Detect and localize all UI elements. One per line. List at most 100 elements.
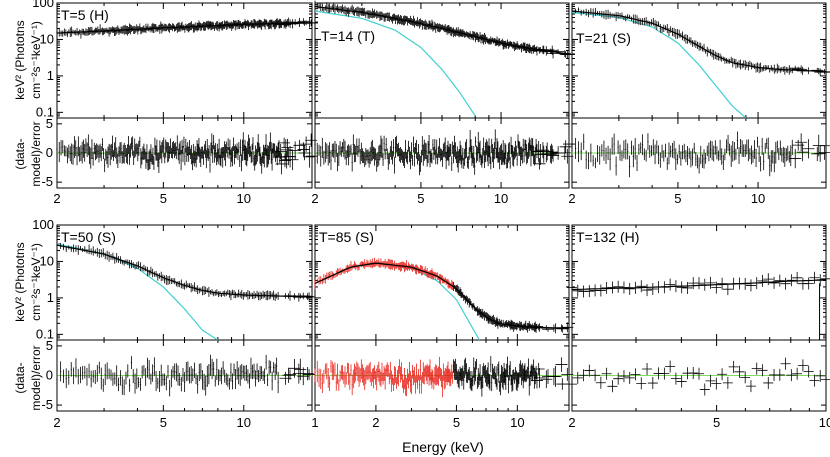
residual-point bbox=[470, 139, 472, 159]
x-tick-label: 10 bbox=[237, 415, 251, 430]
residual-point bbox=[403, 367, 406, 390]
total-model-curve bbox=[56, 22, 313, 34]
residual-point bbox=[760, 156, 762, 172]
residual-point bbox=[274, 143, 276, 157]
data-point bbox=[188, 23, 190, 33]
residual-point bbox=[140, 148, 142, 169]
residual-point bbox=[316, 143, 318, 164]
residual-point bbox=[788, 151, 790, 163]
residual-point bbox=[180, 149, 182, 171]
data-point bbox=[502, 319, 504, 326]
data-point bbox=[584, 285, 595, 298]
data-point bbox=[99, 24, 101, 35]
residual-point bbox=[362, 151, 365, 164]
residual-point bbox=[367, 365, 369, 381]
residual-point bbox=[531, 137, 533, 156]
x-tick-label: 2 bbox=[311, 191, 318, 206]
residual-point bbox=[73, 136, 75, 159]
residual-point bbox=[474, 361, 477, 382]
data-point bbox=[691, 40, 694, 47]
residual-point bbox=[170, 147, 173, 158]
residual-point bbox=[306, 145, 318, 168]
residual-point bbox=[730, 145, 732, 167]
data-point bbox=[615, 11, 617, 22]
residual-point bbox=[528, 374, 530, 396]
data-point bbox=[264, 291, 266, 298]
data-point bbox=[118, 27, 120, 36]
residual-point bbox=[489, 374, 491, 391]
residual-point bbox=[523, 365, 525, 383]
data-point bbox=[507, 41, 510, 49]
ylabel-residual-row1-line2: model)/error bbox=[29, 121, 43, 186]
residual-point bbox=[670, 372, 681, 385]
residual-point bbox=[224, 144, 227, 167]
residual-point bbox=[121, 151, 123, 164]
residual-point bbox=[131, 137, 133, 150]
residual-point bbox=[414, 142, 417, 154]
residual-point bbox=[326, 363, 328, 380]
data-point bbox=[108, 251, 110, 262]
residual-point bbox=[453, 145, 455, 164]
residual-point bbox=[176, 135, 178, 151]
data-point bbox=[423, 21, 425, 30]
residual-point bbox=[502, 371, 504, 390]
residual-point bbox=[106, 362, 108, 380]
residual-point bbox=[156, 139, 158, 161]
x-tick-label: 10 bbox=[494, 191, 508, 206]
residual-point bbox=[255, 148, 258, 165]
data-point bbox=[327, 272, 329, 281]
residual-point bbox=[392, 377, 395, 391]
data-point bbox=[173, 25, 176, 32]
residual-point bbox=[341, 365, 344, 381]
data-point bbox=[140, 26, 142, 35]
residual-point bbox=[394, 136, 397, 158]
residual-point bbox=[273, 143, 275, 159]
data-point bbox=[172, 23, 175, 29]
residual-point bbox=[227, 138, 229, 150]
data-point bbox=[676, 281, 687, 294]
residual-point bbox=[360, 142, 362, 161]
residual-point bbox=[607, 380, 618, 393]
data-point bbox=[177, 281, 179, 288]
residual-point bbox=[511, 145, 513, 158]
residual-point bbox=[378, 361, 380, 382]
residual-point bbox=[431, 368, 433, 389]
residual-point bbox=[232, 137, 235, 151]
residual-point bbox=[410, 142, 413, 159]
residual-point bbox=[126, 144, 129, 165]
residual-point bbox=[412, 370, 415, 385]
data-point bbox=[745, 279, 756, 292]
x-tick-label: 10 bbox=[819, 415, 830, 430]
residual-point bbox=[469, 370, 471, 389]
data-point bbox=[350, 261, 352, 271]
residual-point bbox=[200, 149, 202, 168]
residual-point bbox=[596, 145, 599, 162]
data-point bbox=[434, 21, 436, 30]
residual-point bbox=[419, 359, 421, 381]
residual-point bbox=[790, 145, 792, 166]
data-point bbox=[230, 22, 232, 29]
residual-point bbox=[244, 365, 246, 381]
residual-point bbox=[580, 142, 582, 161]
ylabel-residual-row1-line1: (data- bbox=[13, 138, 27, 169]
data-point bbox=[94, 27, 97, 34]
residual-point bbox=[815, 369, 826, 382]
residual-point bbox=[409, 371, 412, 393]
residual-point bbox=[230, 149, 232, 167]
residual-point bbox=[134, 373, 136, 394]
residual-point bbox=[100, 367, 102, 390]
residual-point bbox=[268, 142, 271, 160]
residual-point bbox=[343, 371, 345, 384]
residual-point bbox=[180, 376, 182, 392]
residual-point bbox=[229, 139, 231, 156]
residual-point bbox=[676, 154, 679, 165]
data-point bbox=[193, 282, 196, 292]
residual-point bbox=[481, 155, 483, 168]
data-point bbox=[587, 9, 590, 18]
residual-point bbox=[384, 149, 386, 160]
residual-point bbox=[686, 146, 689, 166]
residual-point bbox=[247, 141, 249, 161]
residual-point bbox=[153, 357, 155, 376]
residual-point bbox=[496, 378, 498, 390]
data-point bbox=[431, 268, 433, 278]
